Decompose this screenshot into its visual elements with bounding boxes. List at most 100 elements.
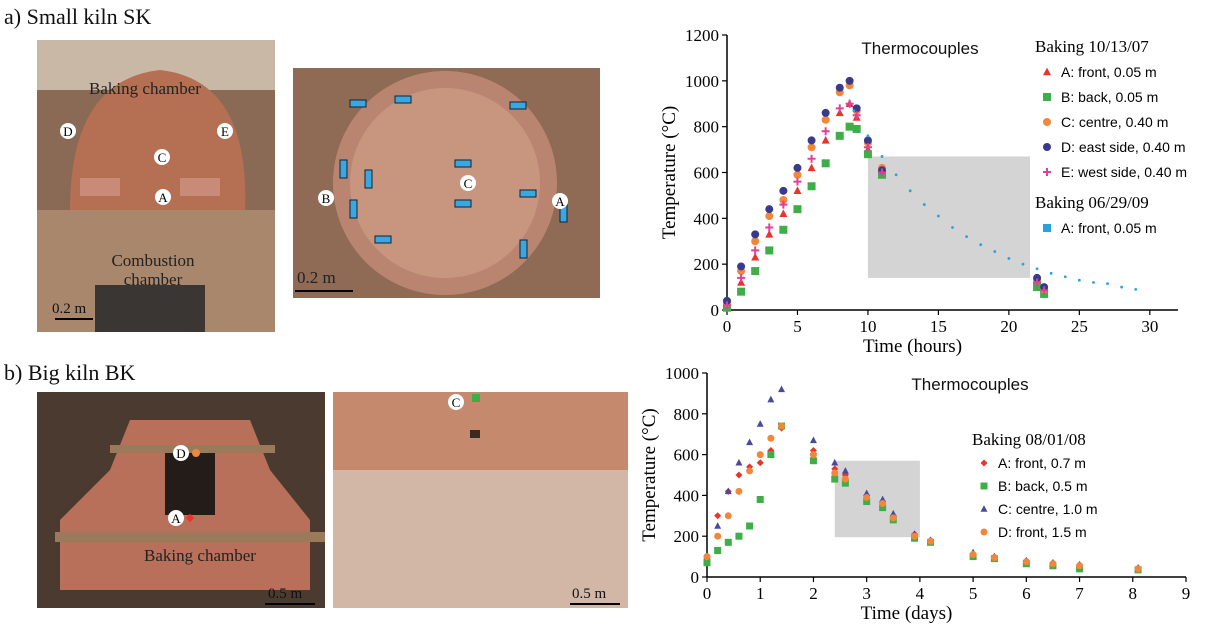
legend-title: Baking 10/13/07 (1035, 37, 1149, 56)
legend-marker (1043, 118, 1051, 126)
legend-marker (1043, 93, 1051, 101)
marker (767, 395, 775, 403)
marker (714, 512, 722, 520)
scale-label: 0.5 m (572, 586, 607, 602)
marker (993, 250, 997, 253)
x-tick-label: 4 (916, 584, 925, 603)
marker (724, 487, 732, 495)
marker (756, 459, 764, 467)
marker (793, 177, 802, 186)
legend-label: D: east side, 0.40 m (1061, 139, 1186, 155)
legend-label: B: back, 0.05 m (1061, 89, 1158, 105)
highlight-region (834, 460, 920, 538)
legend-marker (980, 459, 988, 467)
x-tick-label: 9 (1182, 584, 1191, 603)
x-tick-label: 10 (859, 317, 876, 336)
marker (778, 385, 786, 393)
marker (807, 182, 816, 191)
y-tick-label: 0 (711, 301, 720, 320)
marker (835, 83, 844, 92)
marker (765, 205, 774, 214)
marker (879, 504, 887, 512)
marker (737, 287, 746, 296)
marker (1106, 282, 1109, 286)
marker (835, 131, 844, 140)
marker (767, 451, 775, 459)
marker (1007, 257, 1011, 260)
marker (779, 200, 788, 209)
photo: C 0.5 m (333, 392, 628, 608)
marker (951, 226, 954, 229)
x-axis-label: Time (days) (861, 603, 953, 624)
marker (879, 500, 887, 508)
legend-label: D: front, 1.5 m (998, 524, 1087, 540)
marker (714, 546, 722, 554)
marker (1049, 560, 1057, 568)
marker (863, 150, 872, 159)
photo-label: Combustion (111, 251, 195, 270)
legend-marker (1043, 67, 1051, 76)
marker (937, 214, 940, 218)
x-tick-label: 3 (862, 584, 871, 603)
photo-label: B (322, 191, 331, 206)
x-tick-label: 25 (1071, 317, 1088, 336)
marker (793, 170, 802, 179)
marker (1049, 271, 1053, 275)
marker (746, 438, 754, 446)
marker (723, 296, 731, 305)
marker (969, 551, 977, 559)
scale-label: 0.2 m (52, 301, 87, 317)
photo-label: D (176, 446, 185, 461)
photo-label: A (555, 194, 565, 209)
marker (852, 109, 856, 113)
photo-label: C (452, 395, 461, 410)
marker (765, 212, 774, 221)
photo-label: C (464, 176, 473, 191)
x-tick-label: 0 (723, 317, 732, 336)
legend-label: E: west side, 0.40 m (1061, 164, 1187, 180)
marker (979, 243, 983, 247)
marker (821, 108, 830, 117)
marker (703, 559, 711, 567)
marker (845, 76, 854, 85)
legend-label: C: centre, 1.0 m (998, 501, 1098, 517)
marker (756, 451, 764, 459)
photo-label: A (158, 190, 168, 205)
marker (911, 532, 919, 540)
x-tick-label: 30 (1141, 317, 1158, 336)
marker (831, 458, 839, 466)
marker (809, 436, 817, 444)
marker (889, 514, 897, 522)
marker (821, 115, 830, 124)
marker (852, 111, 861, 120)
y-tick-label: 400 (674, 486, 700, 505)
marker (863, 498, 871, 506)
legend-title: Baking 08/01/08 (972, 430, 1086, 449)
marker (922, 203, 926, 206)
marker (793, 163, 802, 172)
marker (807, 163, 816, 172)
photo-label: C (158, 150, 167, 165)
marker (714, 532, 722, 540)
chart-title: Thermocouples (911, 375, 1028, 394)
chart-title: Thermocouples (861, 39, 978, 58)
y-tick-label: 600 (674, 446, 700, 465)
panel-label: b) Big kiln BK (4, 360, 136, 385)
legend-marker (1043, 168, 1051, 176)
marker (927, 537, 935, 545)
scale-label: 0.5 m (268, 586, 303, 602)
y-tick-label: 1200 (685, 26, 719, 45)
marker (765, 223, 774, 232)
highlight-region (867, 156, 1031, 278)
marker (737, 262, 746, 271)
marker (841, 467, 849, 474)
marker (737, 273, 746, 282)
marker (835, 104, 844, 113)
photo: Baking chamber D E C A Combustion chambe… (37, 40, 275, 332)
marker (807, 143, 816, 152)
marker (880, 155, 884, 158)
photo-label: Baking chamber (89, 79, 201, 98)
marker (908, 189, 912, 193)
marker (831, 475, 839, 483)
